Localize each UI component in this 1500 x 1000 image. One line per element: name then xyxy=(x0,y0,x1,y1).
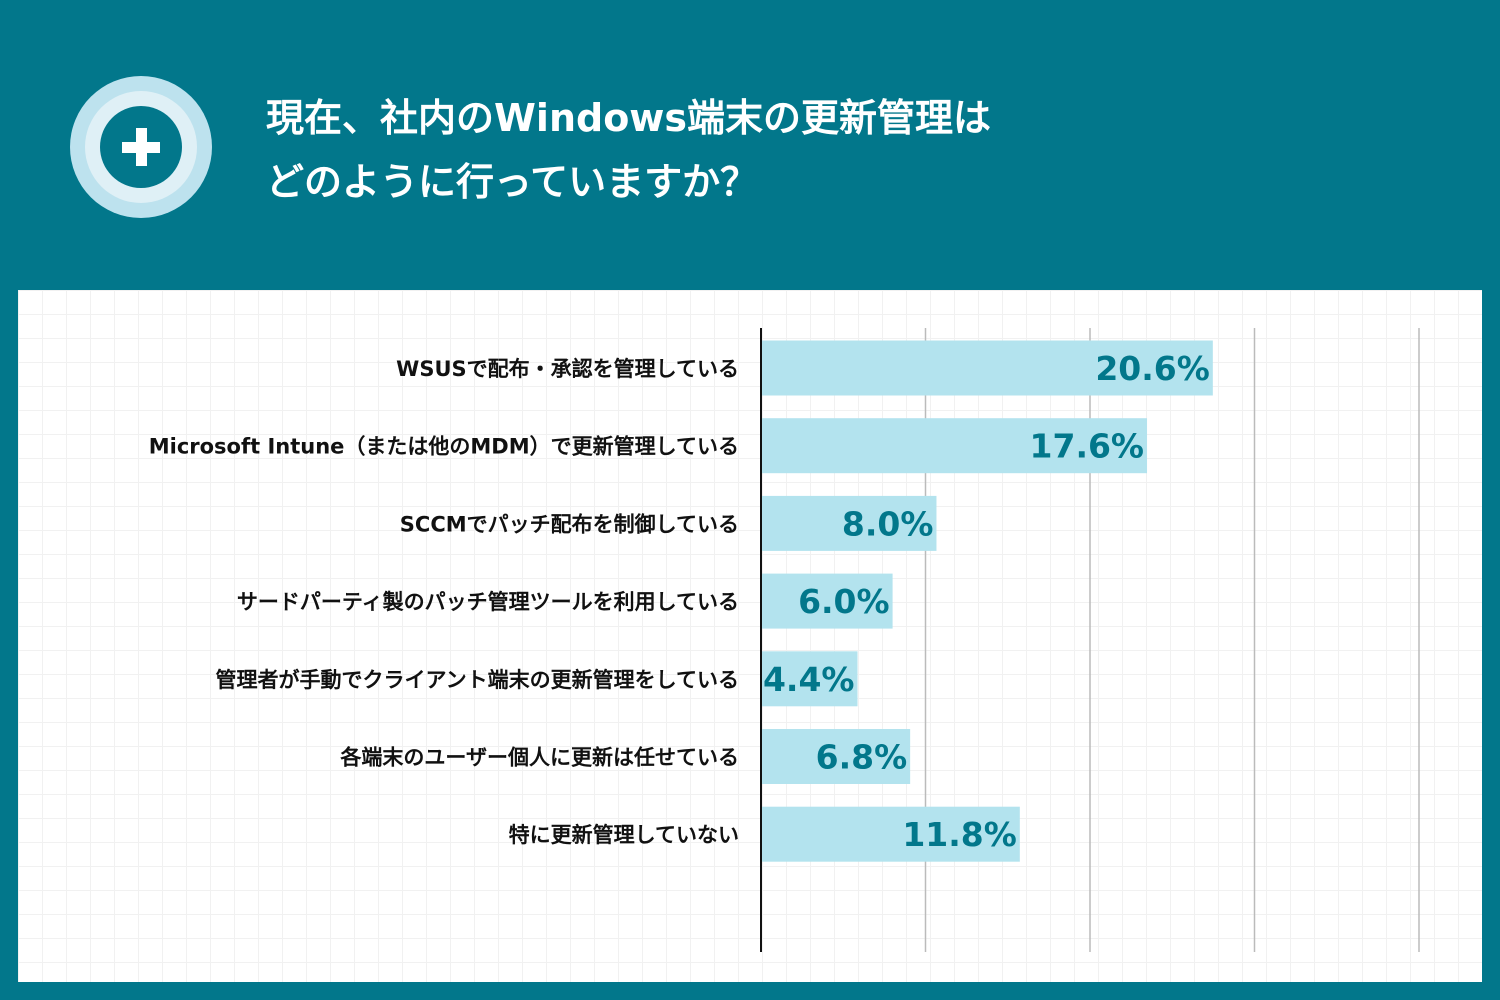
data-label: 6.8% xyxy=(816,738,908,777)
category-label: WSUSで配布・承認を管理している xyxy=(396,357,739,381)
bar xyxy=(761,495,937,551)
bar xyxy=(761,806,1020,862)
chart-card xyxy=(18,290,1482,982)
bar xyxy=(761,651,858,707)
data-label: 4.4% xyxy=(763,660,855,699)
category-label: 管理者が手動でクライアント端末の更新管理をしている xyxy=(215,668,739,692)
bar xyxy=(761,729,911,784)
bar xyxy=(761,418,1148,474)
category-label: サードパーティ製のパッチ管理ツールを利用している xyxy=(237,590,739,614)
plus-circle-icon xyxy=(70,76,212,218)
title-line-2: どのように行っていますか？ xyxy=(266,160,759,204)
bar xyxy=(761,340,1213,396)
data-label: 8.0% xyxy=(842,504,934,543)
data-label: 11.8% xyxy=(902,815,1017,854)
page-title: 現在、社内のWindows端末の更新管理は どのように行っていますか？ xyxy=(266,86,991,214)
category-label: Microsoft Intune（または他のMDM）で更新管理している xyxy=(149,435,739,459)
title-line-1: 現在、社内のWindows端末の更新管理は xyxy=(266,96,992,140)
data-label: 6.0% xyxy=(798,582,890,621)
bar xyxy=(761,573,893,629)
data-label: 20.6% xyxy=(1095,349,1210,388)
data-label: 17.6% xyxy=(1030,427,1145,466)
category-label: 特に更新管理していない xyxy=(509,823,739,847)
category-label: 各端末のユーザー個人に更新は任せている xyxy=(339,746,739,770)
category-label: SCCMでパッチ配布を制御している xyxy=(400,512,739,536)
